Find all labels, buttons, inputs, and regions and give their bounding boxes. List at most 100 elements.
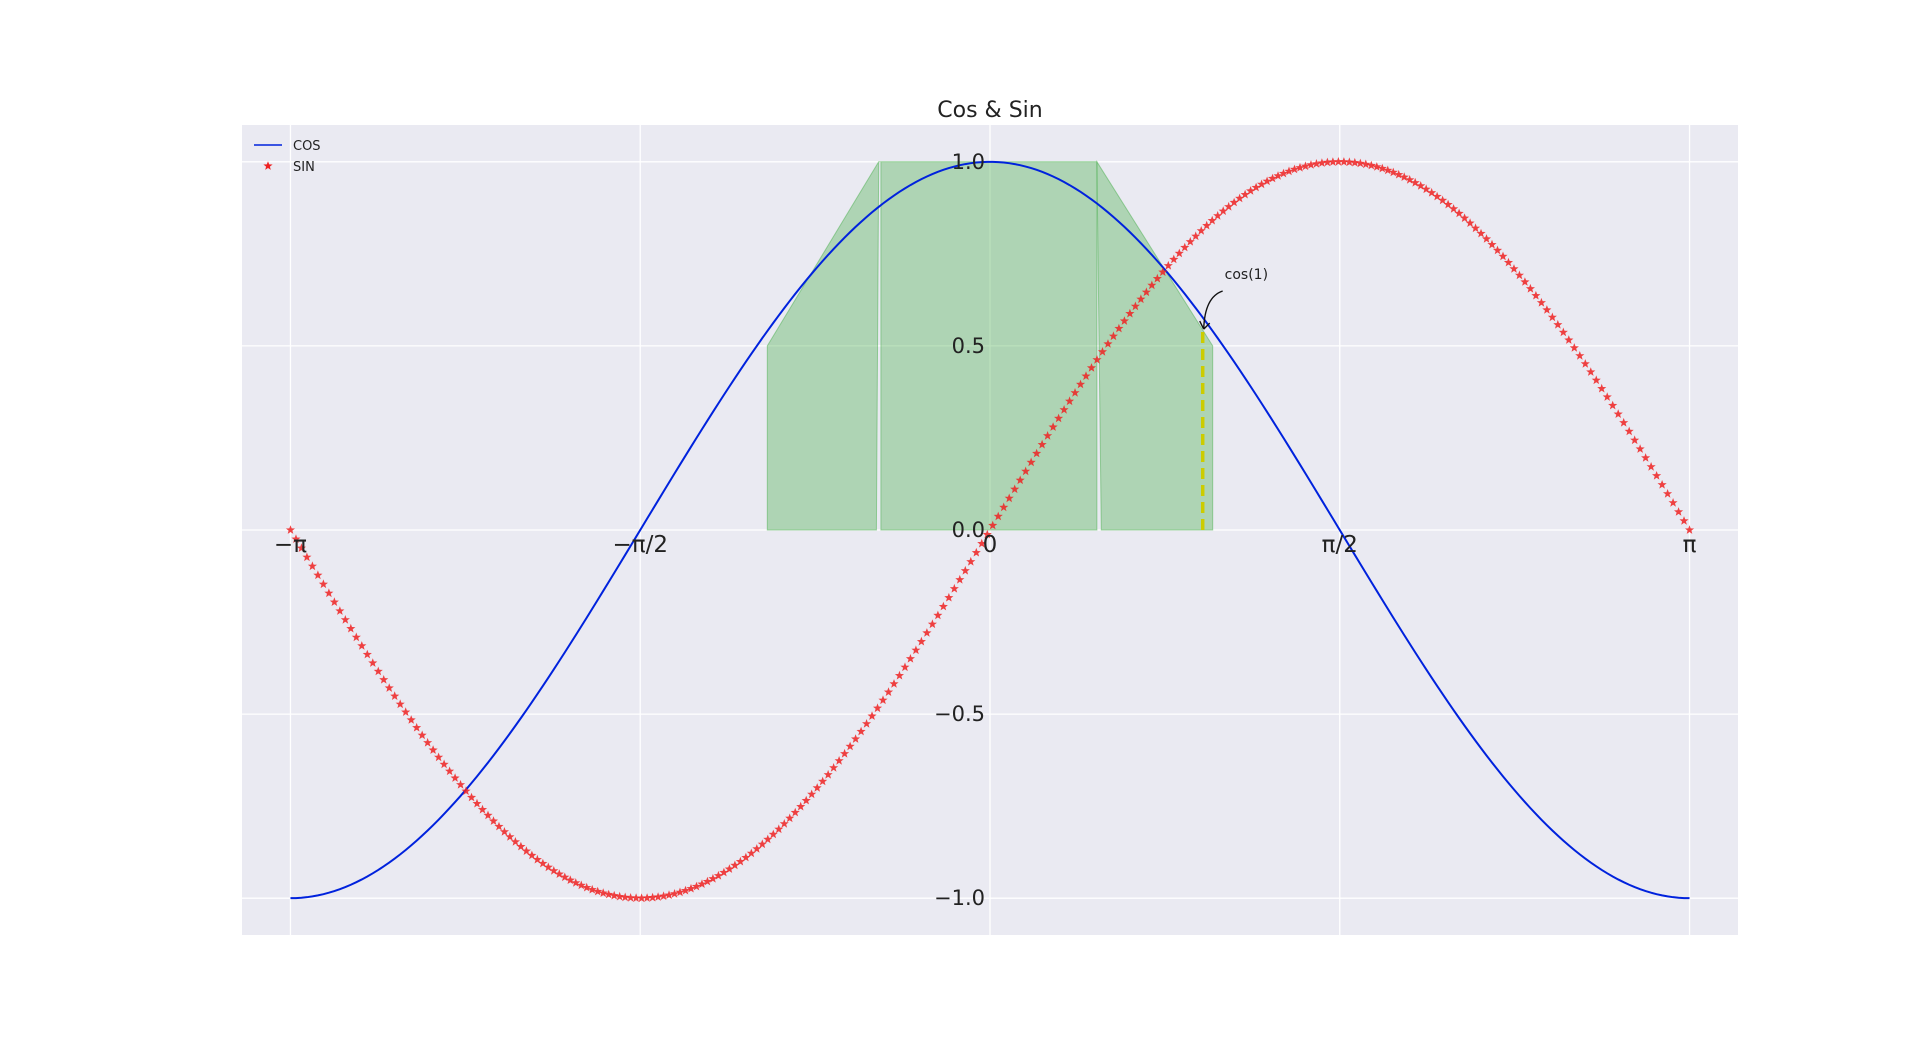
data-point-sin: [1081, 371, 1091, 380]
data-point-sin: [318, 579, 328, 589]
data-point-sin: [834, 756, 844, 765]
data-point-sin: [1553, 319, 1563, 329]
data-point-sin: [851, 734, 861, 743]
data-point-sin: [1218, 206, 1228, 215]
data-point-sin: [1586, 367, 1596, 376]
data-point-sin: [445, 766, 455, 776]
data-point-sin: [971, 547, 981, 557]
data-point-sin: [960, 565, 970, 575]
data-point-sin: [746, 848, 756, 858]
data-point-sin: [988, 520, 998, 530]
data-point-sin: [1487, 239, 1497, 249]
data-point-sin: [1520, 277, 1530, 286]
data-point-sin: [1065, 396, 1075, 406]
data-point-sin: [686, 883, 696, 893]
series-line-cos: [290, 160, 1690, 900]
legend-label-cos: COS: [293, 139, 321, 154]
data-point-sin: [1196, 226, 1206, 235]
data-point-sin: [977, 538, 987, 548]
y-tick-label-3: −0.5: [934, 702, 985, 726]
data-point-sin: [724, 864, 734, 873]
y-tick-label-0: 1.0: [952, 150, 985, 174]
data-point-sin: [439, 759, 449, 769]
data-point-sin: [1257, 179, 1267, 189]
data-point-sin: [1542, 305, 1552, 314]
data-point-sin: [351, 632, 361, 642]
data-point-sin: [1580, 359, 1590, 368]
data-point-sin: [538, 858, 548, 868]
data-point-sin: [878, 695, 888, 705]
data-point-sin: [796, 801, 806, 811]
data-point-sin: [1350, 157, 1360, 167]
data-point-sin: [1032, 448, 1042, 458]
data-point-sin: [763, 834, 773, 844]
data-point-sin: [1657, 480, 1667, 489]
data-point-sin: [1015, 475, 1025, 485]
data-point-sin: [1641, 453, 1651, 462]
data-point-sin: [1438, 195, 1448, 205]
data-point-sin: [1399, 172, 1409, 181]
data-point-sin: [324, 588, 334, 598]
data-point-sin: [1152, 273, 1162, 283]
data-point-sin: [576, 880, 586, 890]
data-point-sin: [993, 511, 1003, 521]
data-point-sin: [938, 601, 948, 611]
data-point-sin: [1558, 327, 1568, 337]
y-tick-label-1: 0.5: [952, 334, 985, 358]
data-point-sin: [1416, 181, 1426, 190]
data-point-sin: [1646, 462, 1656, 471]
data-point-sin: [790, 807, 800, 817]
data-point-sin: [757, 839, 767, 849]
data-point-sin: [905, 654, 915, 663]
data-point-sin: [1284, 166, 1294, 176]
data-point-sin: [713, 870, 723, 880]
data-point-sin: [873, 703, 883, 713]
data-point-sin: [1059, 405, 1069, 414]
data-point-sin: [1086, 363, 1097, 372]
data-point-sin: [1119, 316, 1129, 325]
data-point-sin: [1443, 199, 1453, 209]
x-tick-label-4: π: [1683, 532, 1697, 558]
data-point-sin: [571, 878, 581, 887]
y-tick-label-2: 0.0: [952, 518, 985, 542]
data-point-sin: [1268, 173, 1278, 183]
data-point-sin: [401, 707, 411, 716]
data-point-sin: [1191, 231, 1201, 241]
data-point-sin: [1273, 171, 1283, 180]
annotation-arrowhead: [1199, 320, 1211, 330]
data-point-sin: [637, 893, 647, 903]
data-point-sin: [1613, 409, 1623, 418]
data-point-sin: [1174, 248, 1184, 258]
data-point-sin: [1295, 162, 1305, 172]
legend-item-cos: COS: [254, 139, 321, 154]
data-point-sin: [313, 570, 323, 580]
data-point-sin: [1624, 426, 1634, 436]
data-point-sin: [1465, 218, 1475, 227]
data-point-sin: [1377, 163, 1387, 173]
data-point-sin: [1476, 228, 1486, 238]
data-point-sin: [1213, 211, 1223, 220]
data-point-sin: [1229, 197, 1239, 207]
data-point-sin: [1202, 220, 1212, 230]
data-point-sin: [1564, 335, 1574, 344]
data-point-sin: [560, 872, 570, 882]
data-point-sin: [483, 810, 493, 820]
data-point-sin: [412, 722, 422, 732]
data-point-sin: [779, 819, 789, 828]
data-point-sin: [626, 893, 636, 902]
data-point-sin: [944, 592, 954, 602]
data-point-sin: [285, 525, 295, 534]
data-point-sin: [1169, 254, 1179, 264]
data-point-sin: [1663, 489, 1673, 498]
data-point-sin: [362, 649, 372, 659]
legend-item-sin: SIN: [263, 160, 315, 175]
data-point-sin: [1394, 169, 1404, 179]
x-tick-label-2: 0: [983, 532, 998, 558]
data-point-sin: [1043, 431, 1053, 440]
data-point-sin: [1608, 400, 1618, 410]
annotation-layer: cos(1): [1199, 267, 1268, 330]
data-point-sin: [379, 675, 389, 684]
data-point-sin: [1668, 498, 1678, 507]
data-point-sin: [1141, 287, 1151, 297]
